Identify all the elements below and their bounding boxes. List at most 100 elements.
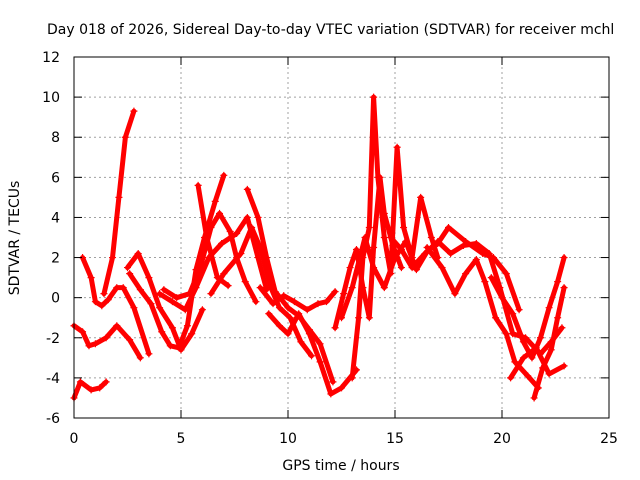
data-point (166, 342, 174, 350)
chart-title: Day 018 of 2026, Sidereal Day-to-day VTE… (47, 22, 614, 38)
data-point (160, 286, 168, 294)
series-line (161, 210, 259, 305)
data-point (207, 223, 215, 231)
data-point (515, 306, 523, 314)
data-point (421, 250, 429, 258)
data-point (134, 250, 142, 258)
data-point (198, 306, 206, 314)
data-point (558, 324, 566, 332)
data-point (423, 244, 431, 252)
data-point (218, 240, 226, 248)
data-point (136, 354, 144, 362)
series-line (388, 235, 565, 357)
data-point (374, 173, 382, 181)
data-point (91, 298, 99, 306)
plot-frame (73, 56, 610, 419)
data-point (348, 374, 356, 382)
data-point (530, 394, 538, 402)
data-point (186, 290, 194, 298)
data-point (459, 242, 467, 250)
y-tick-label: 12 (42, 50, 60, 66)
data-point (560, 254, 568, 262)
data-point (314, 300, 322, 308)
series-line (424, 245, 541, 391)
data-point (511, 358, 519, 366)
data-point (158, 328, 166, 336)
series-sat-j (207, 223, 316, 360)
data-point (126, 270, 134, 278)
data-point (397, 264, 405, 272)
data-point (472, 256, 480, 264)
data-point (211, 197, 219, 205)
data-point (216, 209, 224, 217)
data-point (303, 306, 311, 314)
data-point (295, 310, 303, 318)
series-sat-l (256, 284, 339, 314)
data-point (338, 314, 345, 322)
data-point (207, 290, 215, 298)
data-point (434, 238, 442, 246)
data-point (391, 254, 399, 262)
data-point (305, 330, 313, 338)
data-point (554, 314, 562, 322)
series-sat-c (79, 254, 153, 358)
y-tick-label: 4 (51, 210, 60, 226)
data-point (226, 227, 234, 235)
data-point (331, 324, 339, 332)
data-point (124, 264, 131, 272)
x-tick-label: 10 (279, 431, 297, 447)
data-point (126, 336, 134, 344)
data-point (492, 314, 500, 322)
data-point (252, 298, 260, 306)
data-point (241, 278, 249, 286)
data-point (243, 213, 251, 221)
x-tick-label: 0 (70, 431, 79, 447)
data-point (136, 286, 144, 294)
series-line (195, 182, 231, 289)
data-point (308, 352, 316, 360)
data-point (156, 290, 164, 298)
data-point (445, 223, 452, 231)
data-point (254, 213, 262, 221)
data-point (113, 284, 121, 292)
data-point (380, 284, 388, 292)
data-point (109, 254, 117, 262)
data-point (130, 304, 138, 312)
data-point (352, 246, 360, 254)
data-point (427, 234, 435, 241)
data-point (98, 302, 106, 310)
data-point (509, 330, 517, 338)
series-sat-k (243, 185, 337, 386)
x-tick-label: 25 (600, 431, 618, 447)
data-point (290, 298, 298, 306)
data-point (275, 322, 283, 330)
data-series (70, 93, 568, 402)
data-point (316, 358, 324, 366)
data-point (243, 185, 251, 193)
y-tick-label: -4 (46, 371, 60, 387)
data-point (380, 234, 388, 241)
data-point (188, 330, 196, 338)
y-tick-label: 0 (51, 291, 60, 307)
grid-lines (74, 57, 609, 418)
data-point (87, 274, 95, 282)
data-point (87, 386, 95, 394)
data-point (130, 107, 138, 115)
data-point (338, 384, 345, 392)
y-tick-label: -2 (46, 331, 60, 347)
data-point (451, 290, 459, 298)
data-point (545, 370, 553, 378)
data-point (316, 340, 324, 348)
data-point (554, 278, 562, 286)
data-point (256, 284, 264, 292)
data-point (408, 264, 416, 272)
data-point (365, 314, 373, 322)
series-sat-h (160, 209, 260, 306)
data-point (327, 390, 335, 398)
data-point (502, 270, 510, 278)
data-point (115, 193, 123, 201)
data-point (280, 292, 288, 300)
data-point (509, 310, 517, 318)
data-point (269, 300, 277, 308)
series-sat-b (70, 322, 144, 362)
